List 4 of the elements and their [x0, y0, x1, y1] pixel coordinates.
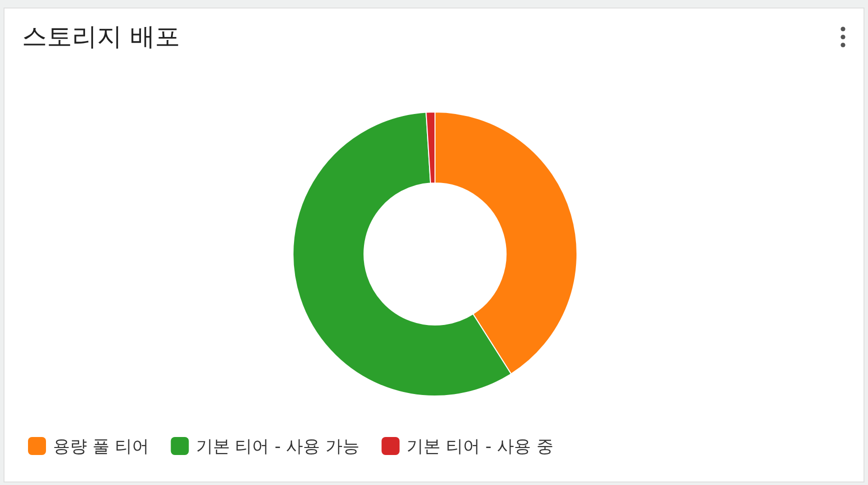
- legend-label: 기본 티어 - 사용 중: [406, 437, 554, 457]
- legend-label: 기본 티어 - 사용 가능: [196, 437, 360, 457]
- chart-title: 스토리지 배포: [22, 22, 180, 51]
- legend-label: 용량 풀 티어: [53, 437, 149, 457]
